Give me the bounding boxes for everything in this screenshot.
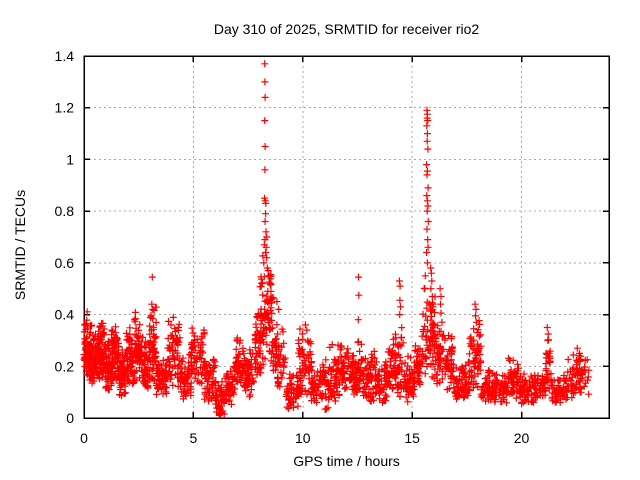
plot-border [83,55,610,419]
x-tick-label: 5 [189,430,197,446]
tick-labels: 0 0.2 0.4 0.6 0.8 1 1.2 1.4 0 5 10 15 20 [55,48,530,446]
y-tick-label: 0.6 [55,255,75,271]
y-tick-label: 0.8 [55,203,75,219]
y-tick-label: 0.4 [55,307,75,323]
x-tick-label: 15 [404,430,420,446]
x-tick-label: 20 [514,430,530,446]
chart-title: Day 310 of 2025, SRMTID for receiver rio… [213,21,480,37]
data-points [80,60,593,419]
y-tick-label: 1.2 [55,100,75,116]
x-tick-label: 10 [295,430,311,446]
x-tick-label: 0 [80,430,88,446]
y-tick-label: 1.4 [55,48,75,64]
y-tick-label: 0.2 [55,358,75,374]
y-tick-label: 1 [66,151,74,167]
x-axis-label: GPS time / hours [293,453,400,469]
y-tick-label: 0 [66,410,74,426]
